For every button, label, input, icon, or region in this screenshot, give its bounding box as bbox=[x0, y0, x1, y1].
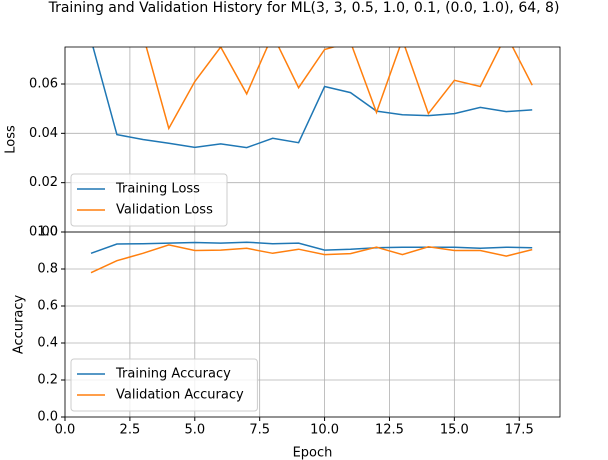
chart-title: Training and Validation History for ML(3… bbox=[48, 0, 560, 16]
line-series bbox=[90, 244, 533, 274]
x-tick-label: 2.5 bbox=[120, 423, 141, 438]
y-tick-label: 0.0 bbox=[37, 410, 58, 425]
x-tick-label: 12.5 bbox=[375, 423, 404, 438]
y-tick-label: 0.06 bbox=[29, 77, 58, 92]
legend-label: Validation Accuracy bbox=[116, 388, 244, 403]
y-axis-label: Accuracy bbox=[12, 295, 27, 355]
x-tick-label: 5.0 bbox=[184, 423, 205, 438]
y-tick-label: 1.0 bbox=[37, 225, 58, 240]
y-tick-label: 0.6 bbox=[37, 299, 58, 314]
line-series bbox=[92, 47, 533, 149]
y-tick-label: 0.02 bbox=[29, 175, 58, 190]
legend: Training Loss Validation Loss bbox=[70, 173, 228, 227]
y-tick-label: 0.8 bbox=[37, 262, 58, 277]
line-series bbox=[145, 47, 533, 131]
x-tick-label: 10.0 bbox=[310, 423, 339, 438]
legend-box bbox=[70, 173, 228, 227]
x-axis-label: Epoch bbox=[293, 446, 333, 460]
y-tick-label: 0.00 bbox=[29, 225, 58, 240]
x-tick-label: 15.0 bbox=[440, 423, 469, 438]
y-tick-label: 0.04 bbox=[29, 126, 58, 141]
legend-box bbox=[70, 358, 258, 412]
x-tick-label: 0.0 bbox=[55, 423, 76, 438]
x-tick-label: 7.5 bbox=[249, 423, 270, 438]
x-tick-label: 17.5 bbox=[505, 423, 534, 438]
y-tick-label: 0.2 bbox=[37, 373, 58, 388]
legend-label: Training Loss bbox=[115, 182, 200, 197]
line-series bbox=[90, 241, 533, 255]
plot-area bbox=[92, 47, 533, 149]
legend-label: Training Accuracy bbox=[115, 367, 231, 382]
y-axis-label: Loss bbox=[4, 125, 19, 154]
legend-label: Validation Loss bbox=[116, 203, 213, 218]
y-tick-label: 0.4 bbox=[37, 336, 58, 351]
legend: Training Accuracy Validation Accuracy bbox=[70, 358, 258, 412]
axes-frame bbox=[64, 231, 561, 418]
plot-area bbox=[90, 241, 533, 274]
